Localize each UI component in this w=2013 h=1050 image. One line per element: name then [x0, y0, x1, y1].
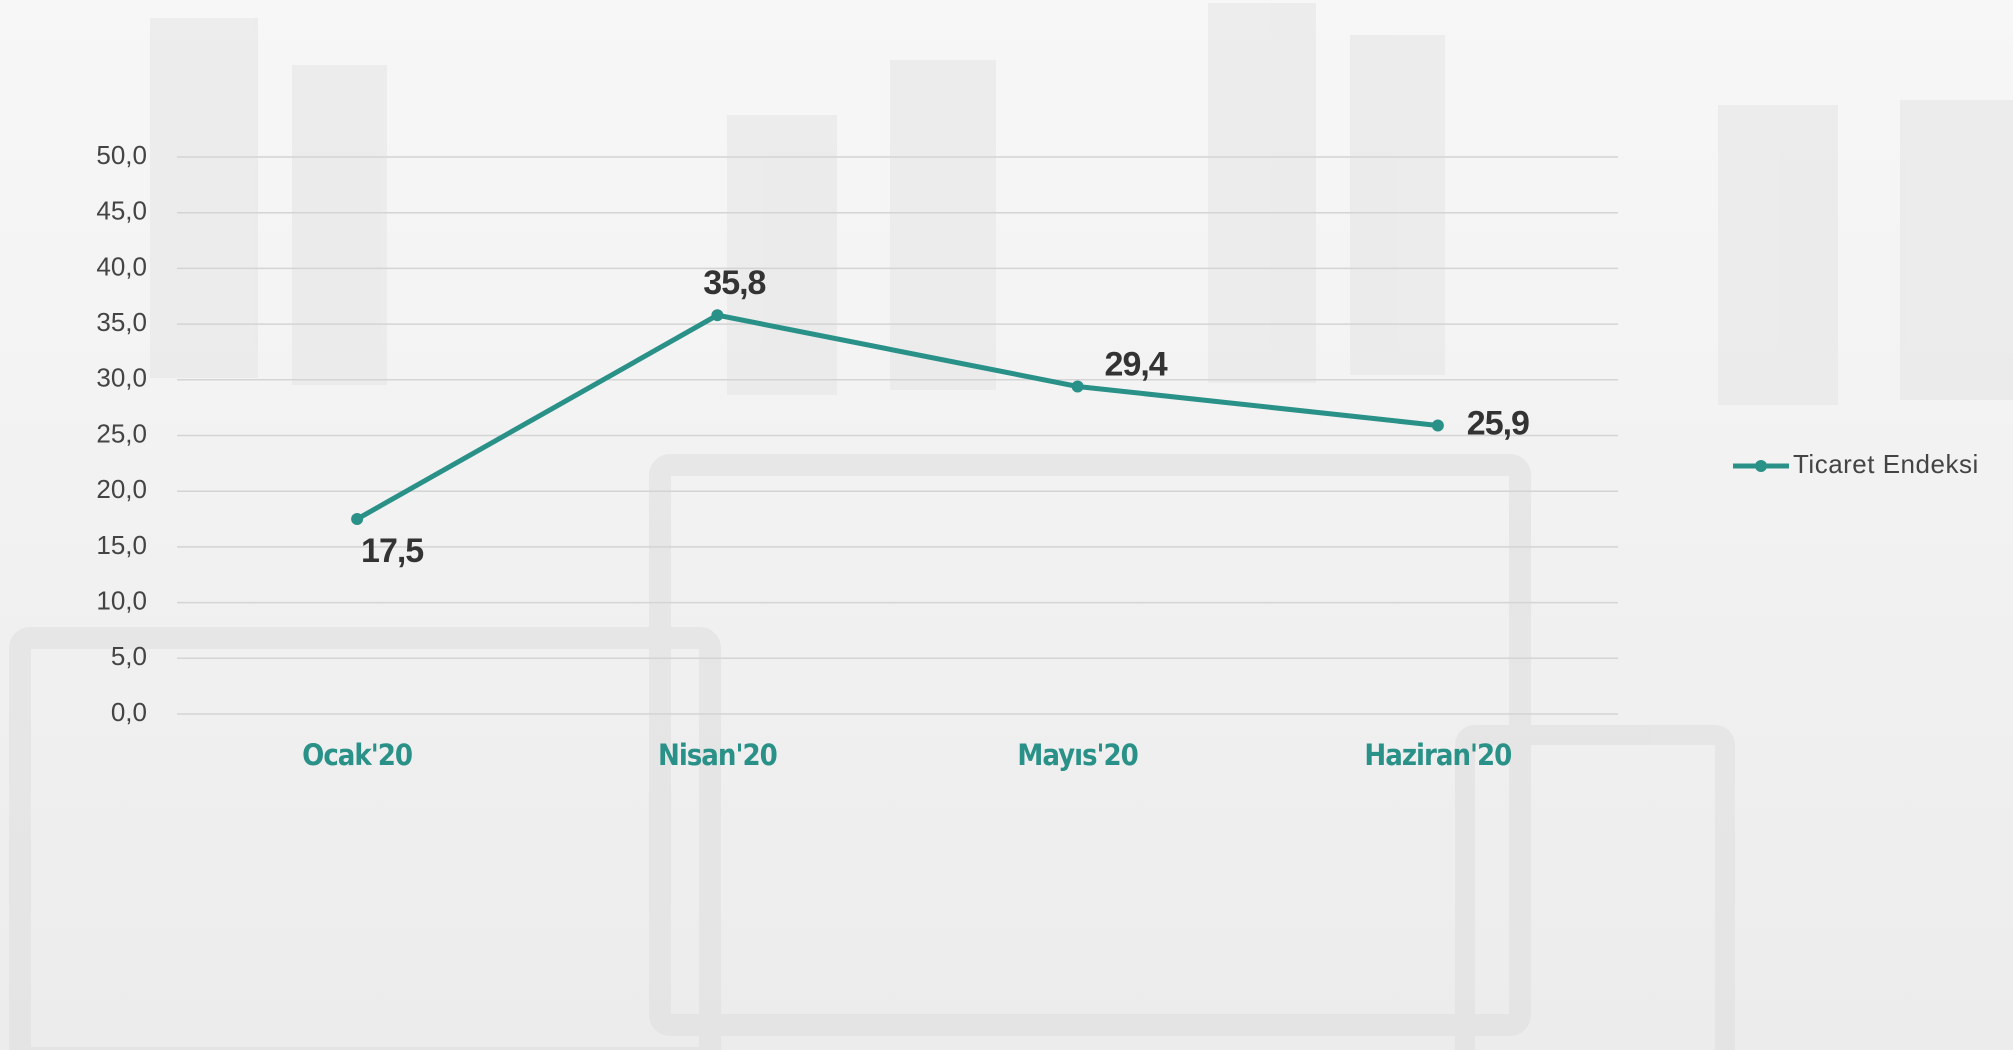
y-tick-label: 35,0 [96, 307, 147, 337]
line [355, 312, 1439, 522]
y-tick-label: 25,0 [96, 418, 147, 448]
marker [351, 513, 364, 526]
y-tick-label: 10,0 [96, 585, 147, 615]
data-label: 35,8 [703, 264, 765, 302]
y-tick-label: 15,0 [96, 530, 147, 560]
y-tick-label: 5,0 [111, 641, 147, 671]
x-tick-label: Nisan'20 [658, 738, 777, 772]
marker [1071, 380, 1084, 393]
data-label: 17,5 [361, 532, 423, 570]
y-tick-label: 20,0 [96, 474, 147, 504]
y-tick-label: 50,0 [96, 140, 147, 170]
legend-marker [1755, 460, 1767, 472]
legend-label: Ticaret Endeksi [1793, 449, 1979, 479]
data-label: 29,4 [1105, 345, 1168, 383]
marker [711, 309, 724, 322]
marker [1431, 419, 1444, 432]
y-tick-label: 40,0 [96, 251, 147, 281]
y-tick-label: 30,0 [96, 363, 147, 393]
x-tick-label: Haziran'20 [1364, 738, 1511, 772]
y-tick-label: 0,0 [111, 697, 147, 727]
y-tick-label: 45,0 [96, 196, 147, 226]
x-tick-label: Ocak'20 [302, 738, 412, 772]
decoration [9, 3, 2013, 1050]
data-label: 25,9 [1467, 404, 1529, 442]
x-tick-label: Mayıs'20 [1017, 738, 1137, 772]
